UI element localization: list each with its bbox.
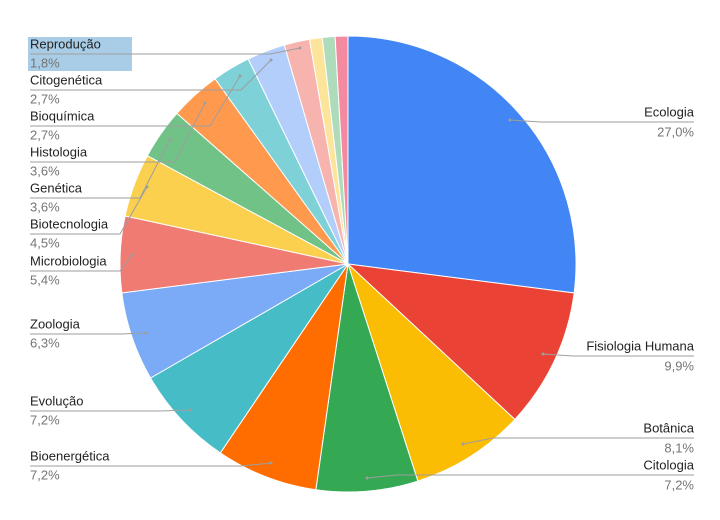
pie-slice — [346, 262, 516, 482]
leader-line — [509, 119, 694, 123]
slice-label: Biotecnologia — [30, 216, 109, 231]
slice-value-label: 3,6% — [30, 163, 60, 178]
slice-value-label: 4,5% — [30, 235, 60, 250]
slice-value-label: 2,7% — [30, 91, 60, 106]
slice-value-label: 8,1% — [664, 440, 694, 455]
leader-dot — [203, 101, 207, 105]
slice-label: Evolução — [30, 393, 83, 408]
pie-slice — [334, 35, 349, 265]
leader-dot — [269, 461, 273, 465]
slice-label: Botânica — [643, 420, 694, 435]
slice-value-label: 2,7% — [30, 127, 60, 142]
leader-line — [30, 462, 272, 467]
pie-slice — [149, 263, 349, 454]
leader-line — [30, 47, 301, 55]
slice-label: Bioquímica — [30, 108, 95, 123]
leader-line — [30, 138, 171, 199]
slice-label: Zoologia — [30, 316, 81, 331]
leader-line — [462, 437, 694, 445]
slice-label: Reprodução — [30, 36, 101, 51]
leader-line — [542, 353, 694, 357]
slice-value-label: 5,4% — [30, 272, 60, 287]
slice-label: Genética — [30, 180, 83, 195]
leader-line — [30, 409, 191, 412]
leader-dot — [508, 118, 512, 122]
slice-label: Citogenética — [30, 72, 103, 87]
leader-line — [30, 332, 147, 335]
slice-value-label: 27,0% — [657, 124, 694, 139]
pie-slice — [219, 263, 349, 491]
leader-dot — [269, 58, 273, 62]
slice-label: Microbiologia — [30, 253, 107, 268]
leader-dot — [168, 137, 172, 141]
leader-line — [366, 474, 694, 479]
pie-slice — [315, 263, 419, 493]
slice-label: Ecologia — [644, 104, 695, 119]
slice-value-label: 7,2% — [30, 467, 60, 482]
leader-dot — [130, 253, 134, 257]
slice-value-label: 7,2% — [30, 412, 60, 427]
slice-value-label: 1,8% — [30, 55, 60, 70]
pie-slice — [347, 35, 577, 294]
slice-value-label: 3,6% — [30, 199, 60, 214]
slice-label: Bioenergética — [30, 448, 110, 463]
leader-line — [30, 254, 133, 272]
leader-line — [30, 59, 272, 91]
leader-dot — [298, 46, 302, 50]
leader-dot — [365, 476, 369, 480]
leader-dot — [144, 331, 148, 335]
leader-dot — [188, 408, 192, 412]
slice-value-label: 6,3% — [30, 335, 60, 350]
slice-label: Citologia — [643, 457, 694, 472]
slice-value-label: 7,2% — [664, 477, 694, 492]
leader-line — [30, 102, 206, 163]
leader-dot — [238, 74, 242, 78]
leader-dot — [541, 352, 545, 356]
leader-dot — [461, 442, 465, 446]
leader-line — [30, 75, 241, 127]
slice-label: Histologia — [30, 144, 88, 159]
slice-label: Fisiologia Humana — [586, 338, 694, 353]
slice-value-label: 9,9% — [664, 358, 694, 373]
leader-line — [30, 186, 148, 235]
pie-slice — [346, 263, 575, 421]
